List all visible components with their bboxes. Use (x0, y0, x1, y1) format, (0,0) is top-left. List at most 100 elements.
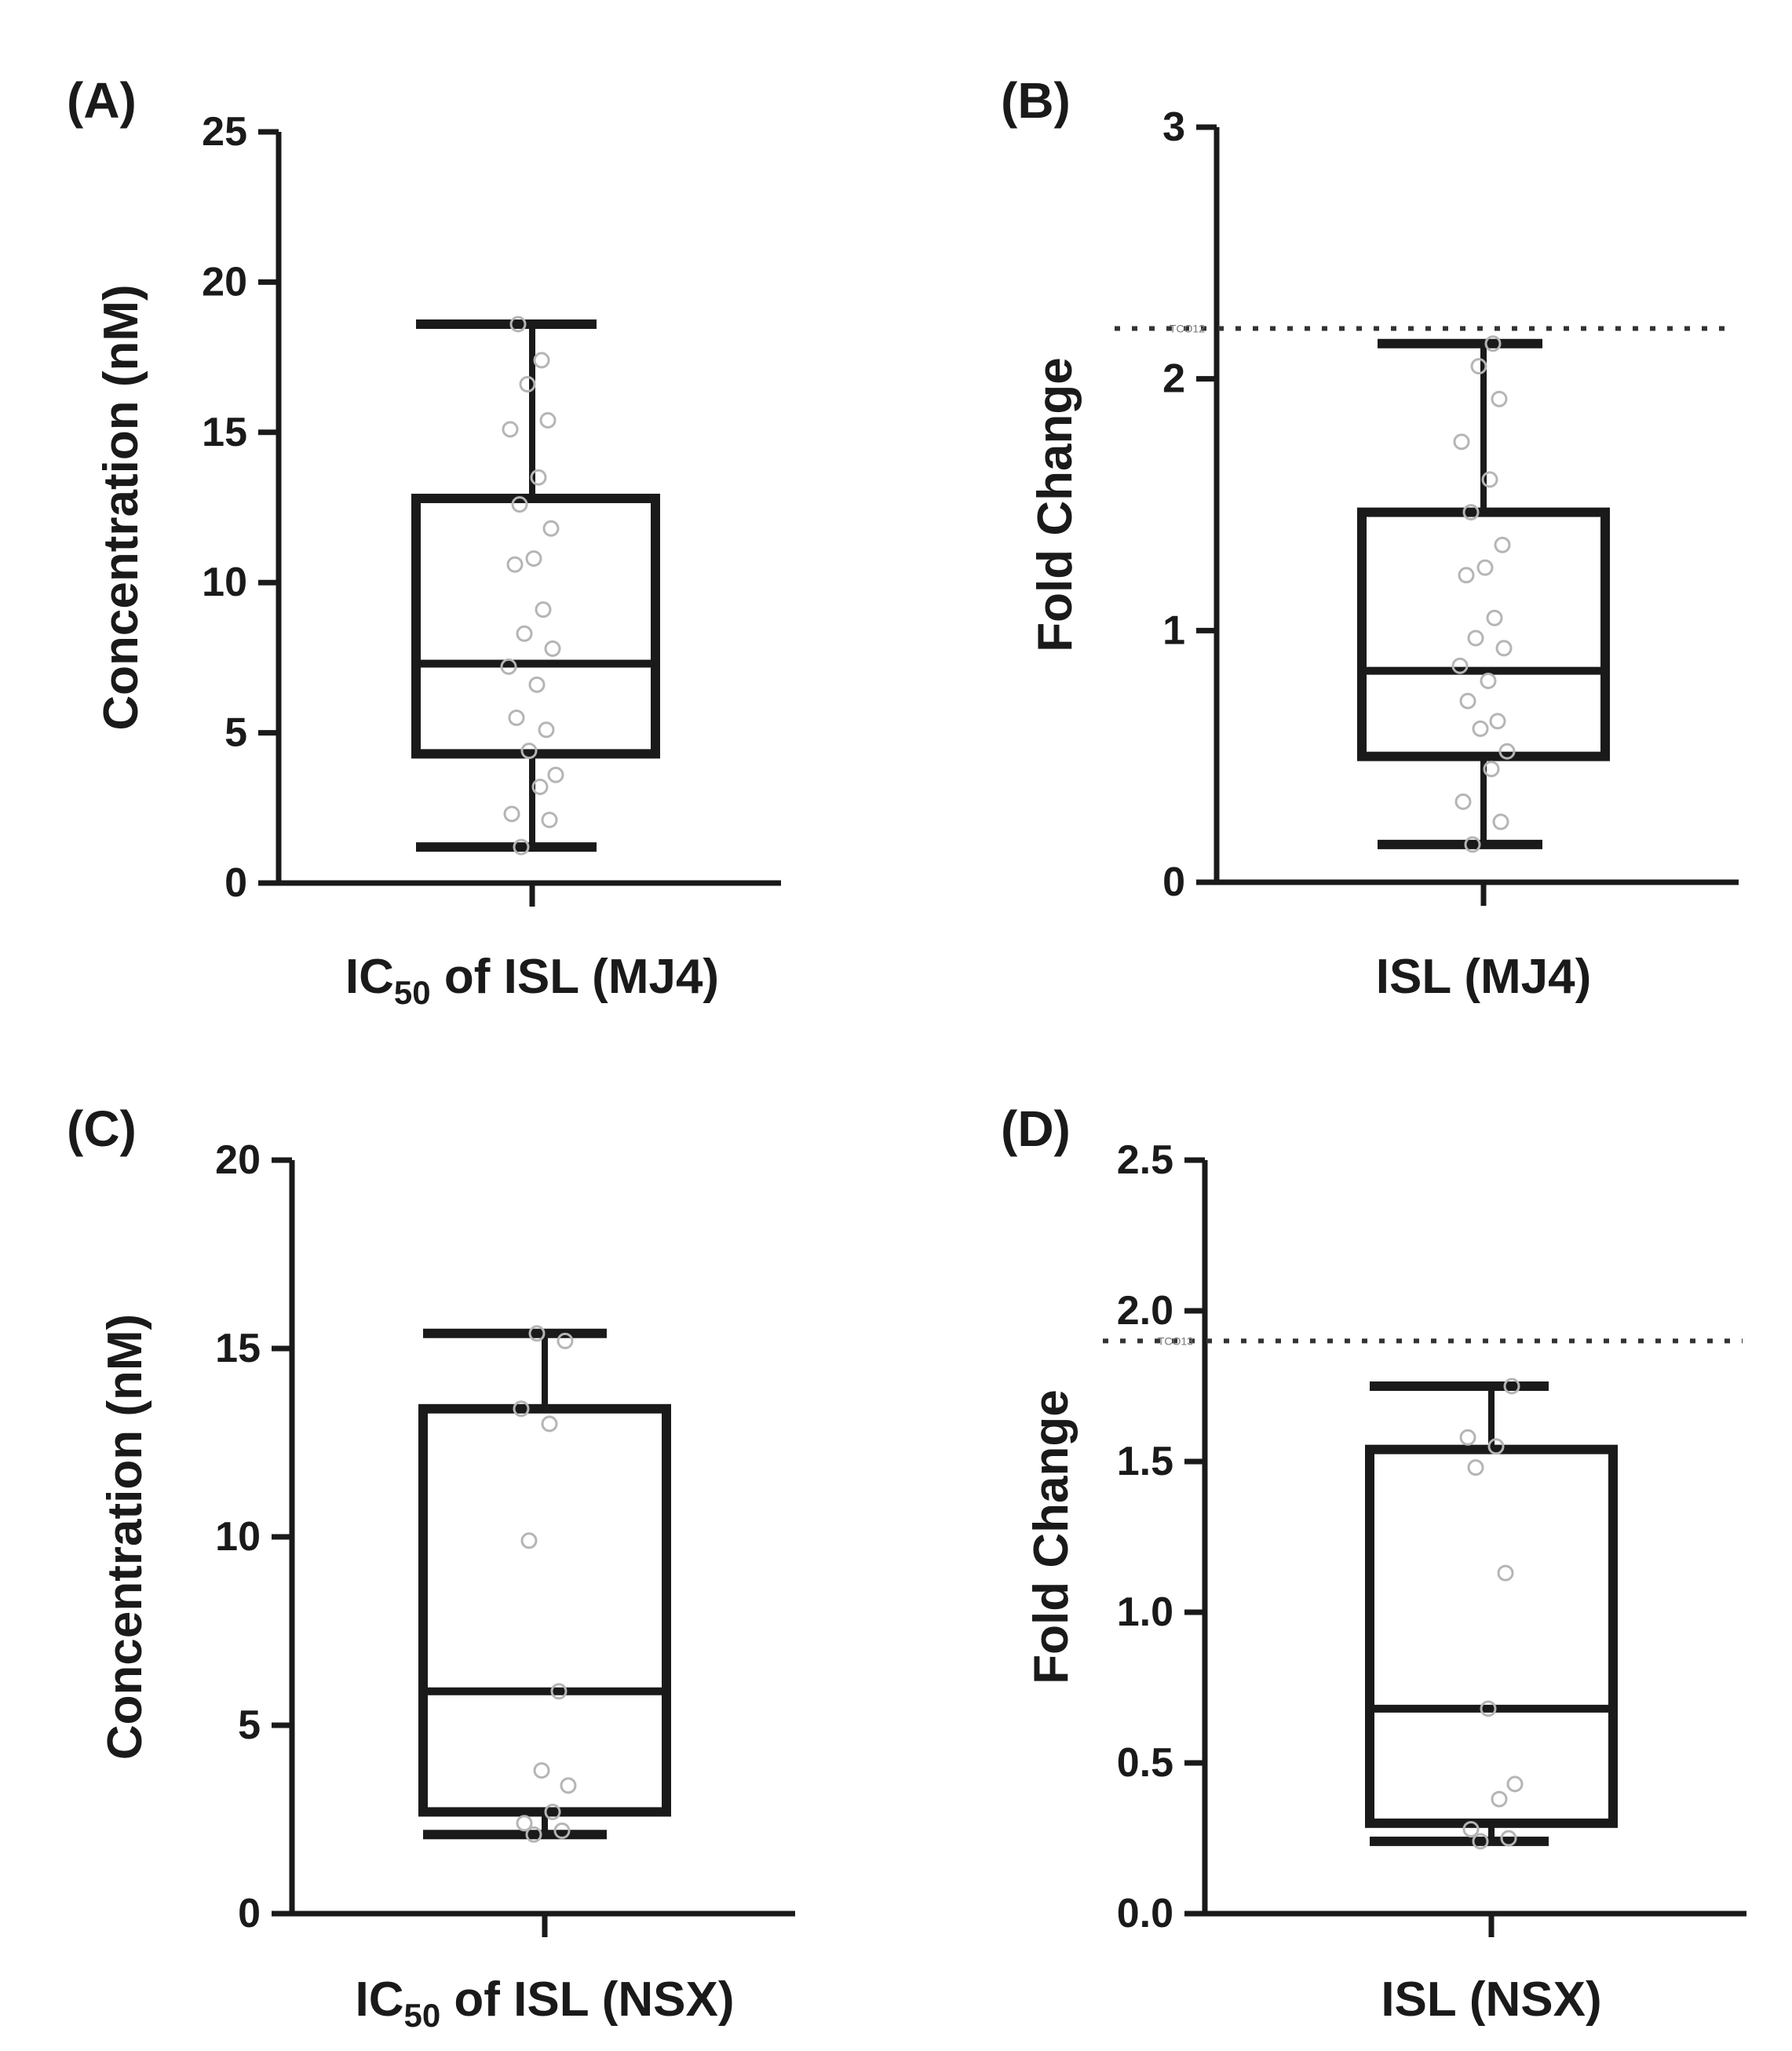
data-point (1451, 657, 1469, 674)
data-point (516, 1815, 533, 1832)
data-point (1495, 640, 1513, 657)
x-axis-title-subscript: 50 (394, 974, 431, 1011)
x-axis-title-rest: of ISL (NSX) (440, 1973, 734, 2027)
data-point (503, 805, 520, 823)
data-point (1481, 471, 1498, 488)
box-plot-panel-2: (B) 0 1 2 3 Fold Change ISL (MJ4) TCO12 (1001, 72, 1739, 1004)
y-tick-label: 2 (1162, 356, 1185, 402)
data-point (1472, 720, 1489, 737)
y-tick-label: 2.5 (1117, 1137, 1173, 1183)
panel-label: (D) (1001, 1100, 1071, 1157)
y-axis-title: Concentration (nM) (98, 1314, 152, 1760)
data-point (533, 1762, 550, 1779)
data-point (541, 812, 558, 829)
data-point (1506, 1775, 1524, 1793)
data-point (1472, 1833, 1489, 1850)
data-point (509, 316, 527, 333)
cutoff-label: TCO12 (1170, 323, 1205, 335)
data-point (542, 520, 560, 537)
data-point (1486, 609, 1503, 626)
data-point (553, 1822, 571, 1839)
data-point (1494, 536, 1511, 553)
data-point (539, 411, 557, 429)
cutoff-label: TCO13 (1158, 1334, 1193, 1347)
data-point (1487, 1438, 1505, 1455)
data-point (511, 496, 528, 513)
y-tick-label: 0 (238, 1891, 261, 1936)
x-axis-title-main: ISL (MJ4) (1376, 950, 1591, 1004)
data-point (528, 676, 546, 693)
data-point (519, 376, 536, 393)
data-point (513, 1400, 530, 1418)
y-tick-label: 1.0 (1117, 1589, 1173, 1635)
x-axis-title-main: IC (345, 950, 394, 1004)
data-point (1500, 1830, 1517, 1847)
data-point (508, 709, 525, 726)
box-plot-panel-3: (C) 0 5 10 15 20 Concentration (nM) IC50 of ISL… (67, 1100, 795, 2034)
data-point (1459, 1429, 1476, 1446)
x-axis-title: ISL (MJ4) (1376, 950, 1591, 1004)
y-tick-label: 25 (202, 109, 247, 155)
data-point (1483, 761, 1500, 778)
data-point (541, 1415, 558, 1432)
y-tick-label: 5 (224, 710, 247, 756)
data-point (1491, 1790, 1508, 1808)
y-tick-label: 0.0 (1117, 1891, 1173, 1936)
iqr-box (1357, 507, 1610, 761)
data-point (533, 352, 550, 369)
x-axis-title: IC50 of ISL (MJ4) (345, 950, 719, 1011)
y-tick-label: 20 (202, 259, 247, 305)
data-point (1462, 1820, 1480, 1838)
data-point (550, 1683, 568, 1700)
data-point (538, 721, 555, 739)
data-point (1492, 813, 1509, 830)
y-axis-title: Concentration (nM) (94, 284, 148, 730)
panel-label: (B) (1001, 72, 1071, 129)
x-axis-title-subscript: 50 (403, 1997, 440, 2034)
data-point (1489, 713, 1506, 730)
y-tick-label: 3 (1162, 104, 1185, 150)
y-tick-label: 1.5 (1117, 1439, 1173, 1484)
data-point (500, 658, 517, 675)
data-point (1491, 390, 1508, 407)
data-point (1480, 672, 1497, 689)
y-tick-label: 1 (1162, 608, 1185, 653)
data-point (1467, 630, 1484, 647)
data-point (1470, 358, 1487, 375)
y-tick-label: 10 (202, 560, 247, 605)
y-tick-label: 15 (215, 1326, 261, 1371)
data-point (1453, 433, 1470, 451)
x-axis-title: ISL (NSX) (1381, 1973, 1601, 2027)
box-plot-panel-4: (D) 0.0 0.5 1.0 1.5 2.0 2.5 Fold Change ISL (NSX… (1001, 1100, 1746, 2027)
data-point (528, 1325, 546, 1342)
data-point (544, 640, 561, 657)
data-point (1503, 1378, 1520, 1395)
data-point (1467, 1459, 1484, 1476)
data-point (1476, 559, 1494, 576)
y-tick-label: 0.5 (1117, 1740, 1173, 1786)
box-plot-panel-1: (A) 0 5 10 15 20 25 Concentration (nM) IC50 of I… (67, 72, 781, 1011)
y-tick-label: 0 (1162, 859, 1185, 905)
data-point (544, 1803, 561, 1820)
iqr-box (411, 494, 660, 759)
y-tick-label: 2.0 (1117, 1288, 1173, 1334)
data-point (1462, 504, 1480, 521)
data-point (1454, 793, 1472, 810)
data-point (1459, 692, 1476, 710)
y-axis-title: Fold Change (1024, 1389, 1078, 1684)
data-point (547, 766, 564, 783)
data-point (520, 1532, 538, 1549)
data-point (1464, 836, 1481, 853)
y-tick-label: 0 (224, 860, 247, 906)
x-axis-title-main: ISL (NSX) (1381, 1973, 1601, 2027)
data-point (1480, 1700, 1497, 1717)
data-point (1498, 743, 1516, 760)
y-tick-label: 15 (202, 410, 247, 455)
data-point (531, 779, 549, 796)
data-point (557, 1332, 574, 1349)
data-point (525, 550, 542, 567)
x-axis-title-rest: of ISL (MJ4) (431, 950, 719, 1004)
data-point (520, 743, 538, 760)
y-tick-label: 5 (238, 1702, 261, 1748)
y-tick-label: 20 (215, 1137, 261, 1183)
